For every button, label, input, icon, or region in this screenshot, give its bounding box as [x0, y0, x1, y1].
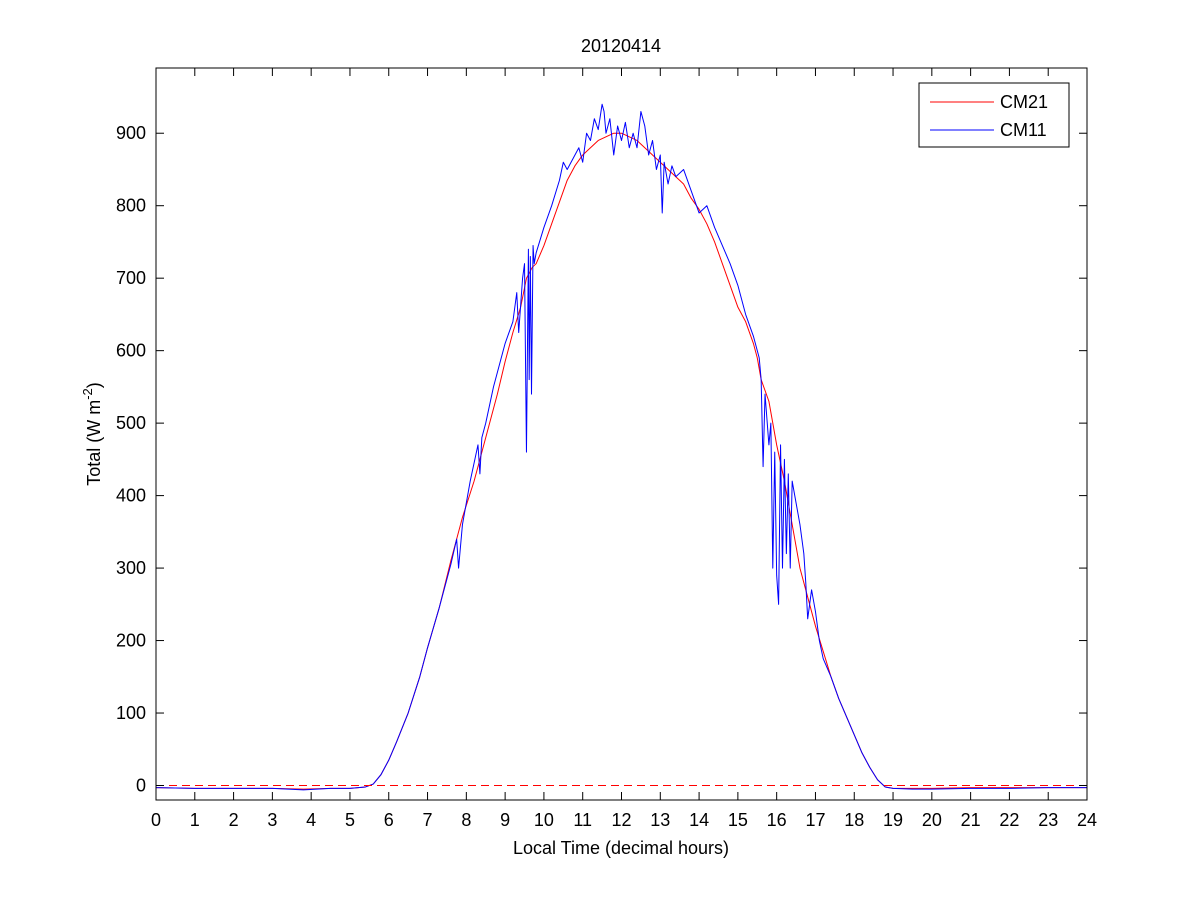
x-tick-label: 23 [1038, 810, 1058, 830]
legend-label-cm11: CM11 [1000, 120, 1047, 140]
x-tick-label: 17 [805, 810, 825, 830]
y-axis-label-main: Total (W m [84, 400, 104, 486]
y-tick-label: 0 [136, 776, 146, 796]
x-tick-label: 2 [229, 810, 239, 830]
y-tick-label: 400 [116, 486, 146, 506]
y-tick-label: 700 [116, 268, 146, 288]
x-tick-label: 14 [689, 810, 709, 830]
x-tick-label: 9 [500, 810, 510, 830]
x-tick-label: 20 [922, 810, 942, 830]
x-axis-label: Local Time (decimal hours) [513, 838, 729, 858]
y-tick-label: 100 [116, 703, 146, 723]
x-tick-label: 12 [611, 810, 631, 830]
x-tick-label: 1 [190, 810, 200, 830]
y-axis-label-close: ) [84, 382, 104, 388]
legend-label-cm21: CM21 [1000, 92, 1048, 112]
x-tick-label: 16 [767, 810, 787, 830]
x-tick-label: 4 [306, 810, 316, 830]
tick-layer: 0 1 2 3 4 5 6 7 8 9 10 11 12 13 14 15 16 17 18 19 20 21 22 23 24… [116, 68, 1097, 830]
x-tick-label: 6 [384, 810, 394, 830]
x-tick-label: 3 [267, 810, 277, 830]
x-tick-label: 0 [151, 810, 161, 830]
y-tick-label: 200 [116, 631, 146, 651]
y-axis-label: Total (W m-2) [80, 382, 104, 486]
x-tick-label: 5 [345, 810, 355, 830]
data-layer [155, 103, 1087, 791]
x-tick-label: 18 [844, 810, 864, 830]
x-tick-label: 24 [1077, 810, 1097, 830]
x-tick-label: 10 [534, 810, 554, 830]
y-tick-label: 800 [116, 196, 146, 216]
x-tick-label: 22 [999, 810, 1019, 830]
series-line-cm11 [155, 103, 1087, 791]
chart-title: 20120414 [581, 36, 661, 56]
x-tick-label: 8 [461, 810, 471, 830]
x-tick-label: 15 [728, 810, 748, 830]
y-tick-label: 900 [116, 123, 146, 143]
legend: CM21 CM11 [918, 82, 1070, 148]
x-tick-label: 13 [650, 810, 670, 830]
x-tick-label: 7 [423, 810, 433, 830]
x-tick-label: 19 [883, 810, 903, 830]
y-tick-label: 600 [116, 341, 146, 361]
y-axis-label-superscript: -2 [80, 388, 95, 400]
legend-box [918, 82, 1070, 148]
x-tick-label: 11 [573, 810, 592, 830]
x-tick-label: 21 [961, 810, 981, 830]
y-tick-label: 500 [116, 413, 146, 433]
y-tick-label: 300 [116, 558, 146, 578]
